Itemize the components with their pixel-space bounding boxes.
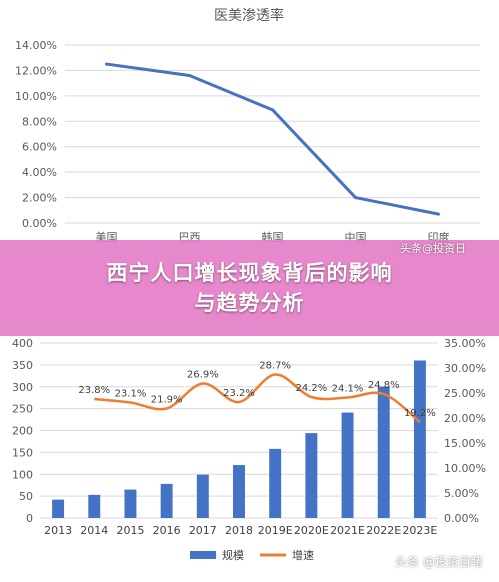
chart2-data-label: 23.1% <box>115 389 147 400</box>
chart2-y-left-tick-label: 400 <box>12 337 33 350</box>
chart2-data-label: 21.9% <box>151 395 183 406</box>
chart2-legend-bar-label: 规模 <box>222 548 244 562</box>
chart2-x-tick-label: 2015 <box>116 524 144 537</box>
chart2-bar <box>124 489 137 518</box>
chart2-data-label: 23.8% <box>78 385 110 396</box>
chart2-y-left-tick-label: 0 <box>26 512 33 525</box>
chart1-y-tick-label: 4.00% <box>22 166 57 179</box>
chart2-data-label: 28.7% <box>259 361 291 372</box>
chart1-title: 医美渗透率 <box>214 7 284 24</box>
watermark-top: 头条@投资日 <box>400 242 466 255</box>
chart2-y-left-tick-label: 150 <box>12 446 33 459</box>
chart2-x-tick-label: 2021E <box>330 524 365 537</box>
chart2-x-tick-label: 2017 <box>189 524 217 537</box>
chart1-data-point <box>437 212 440 216</box>
chart2-y-left-tick-label: 50 <box>19 490 33 503</box>
chart1-data-point <box>271 108 274 112</box>
chart2-x-tick-label: 2019E <box>258 524 293 537</box>
chart2-y-right-tick-label: 15.00% <box>444 437 486 450</box>
chart2-y-left-tick-label: 100 <box>12 468 33 481</box>
chart2-y-left-tick-label: 200 <box>12 425 33 438</box>
chart2-x-tick-label: 2014 <box>80 524 108 537</box>
chart2-y-right-tick-label: 0.00% <box>444 512 479 525</box>
chart1-y-tick-label: 8.00% <box>22 115 57 128</box>
chart2-data-label: 19.2% <box>404 408 436 419</box>
chart2-x-tick-label: 2013 <box>44 524 72 537</box>
chart2-x-tick-label: 2020E <box>294 524 329 537</box>
chart2-y-right-tick-label: 25.00% <box>444 387 486 400</box>
chart2-y-right-tick-label: 10.00% <box>444 462 486 475</box>
chart1-y-tick-label: 10.00% <box>15 90 57 103</box>
watermark-bottom: 头条 @投资目睹 <box>395 555 483 569</box>
chart2-data-label: 23.2% <box>223 388 255 399</box>
banner-title-line-2: 与趋势分析 <box>194 291 305 315</box>
chart2-y-right-tick-label: 20.00% <box>444 412 486 425</box>
chart2-x-tick-label: 2022E <box>366 524 401 537</box>
chart2-y-left-tick-label: 250 <box>12 403 33 416</box>
banner-title-line-1: 西宁人口增长现象背后的影响 <box>106 261 393 285</box>
chart2-data-label: 24.1% <box>332 384 364 395</box>
chart1-y-tick-label: 6.00% <box>22 141 57 154</box>
chart2-bar <box>160 483 173 518</box>
chart1-y-tick-label: 2.00% <box>22 192 57 205</box>
chart1-data-point <box>188 74 191 78</box>
chart2-bar <box>269 448 282 518</box>
chart2-data-label: 26.9% <box>187 370 219 381</box>
chart2-bar <box>305 433 318 518</box>
market-size-chart-svg: 0 50 100 150 200 250 300 350 400 0.00% 5.00% 10.00%… <box>12 337 486 562</box>
chart2-x-tick-label: 2018 <box>225 524 253 537</box>
chart1-y-tick-label: 0.00% <box>22 217 57 230</box>
chart2-y-left-tick-label: 350 <box>12 359 33 372</box>
chart2-data-label: 24.8% <box>368 380 400 391</box>
penetration-chart-svg: 医美渗透率 0.00% 2.00% 4.00% 6.00% 8.00% 10.00% 12.0… <box>15 7 480 244</box>
chart2-bar <box>341 412 354 518</box>
chart1-data-point <box>105 62 108 66</box>
market-size-chart: 0 50 100 150 200 250 300 350 400 0.00% 5.00% 10.00%… <box>0 325 499 578</box>
chart2-bar <box>413 360 426 518</box>
chart1-y-tick-label: 12.00% <box>15 64 57 77</box>
chart2-bar <box>88 494 101 518</box>
chart1-series-line <box>106 62 439 216</box>
chart1-data-point <box>354 196 357 200</box>
chart2-x-tick-label: 2016 <box>153 524 181 537</box>
title-banner: 西宁人口增长现象背后的影响 与趋势分析 <box>0 240 499 336</box>
chart2-growth-line <box>94 373 421 423</box>
chart2-bar <box>233 465 245 518</box>
penetration-chart: 医美渗透率 0.00% 2.00% 4.00% 6.00% 8.00% 10.00% 12.0… <box>0 0 499 245</box>
chart2-bar <box>196 474 209 518</box>
chart2-bar <box>377 386 390 518</box>
chart1-y-tick-label: 14.00% <box>15 39 57 52</box>
chart2-y-right-tick-label: 30.00% <box>444 362 486 375</box>
chart2-x-tick-label: 2023E <box>402 524 437 537</box>
chart2-y-left-tick-label: 300 <box>12 381 33 394</box>
chart2-y-right-tick-label: 5.00% <box>444 487 479 500</box>
chart2-data-label: 24.2% <box>295 383 327 394</box>
chart2-y-right-tick-label: 35.00% <box>444 337 486 350</box>
chart2-legend-line-label: 增速 <box>292 548 314 562</box>
chart2-bar <box>52 499 65 518</box>
chart2-legend-bar-swatch <box>190 551 216 559</box>
